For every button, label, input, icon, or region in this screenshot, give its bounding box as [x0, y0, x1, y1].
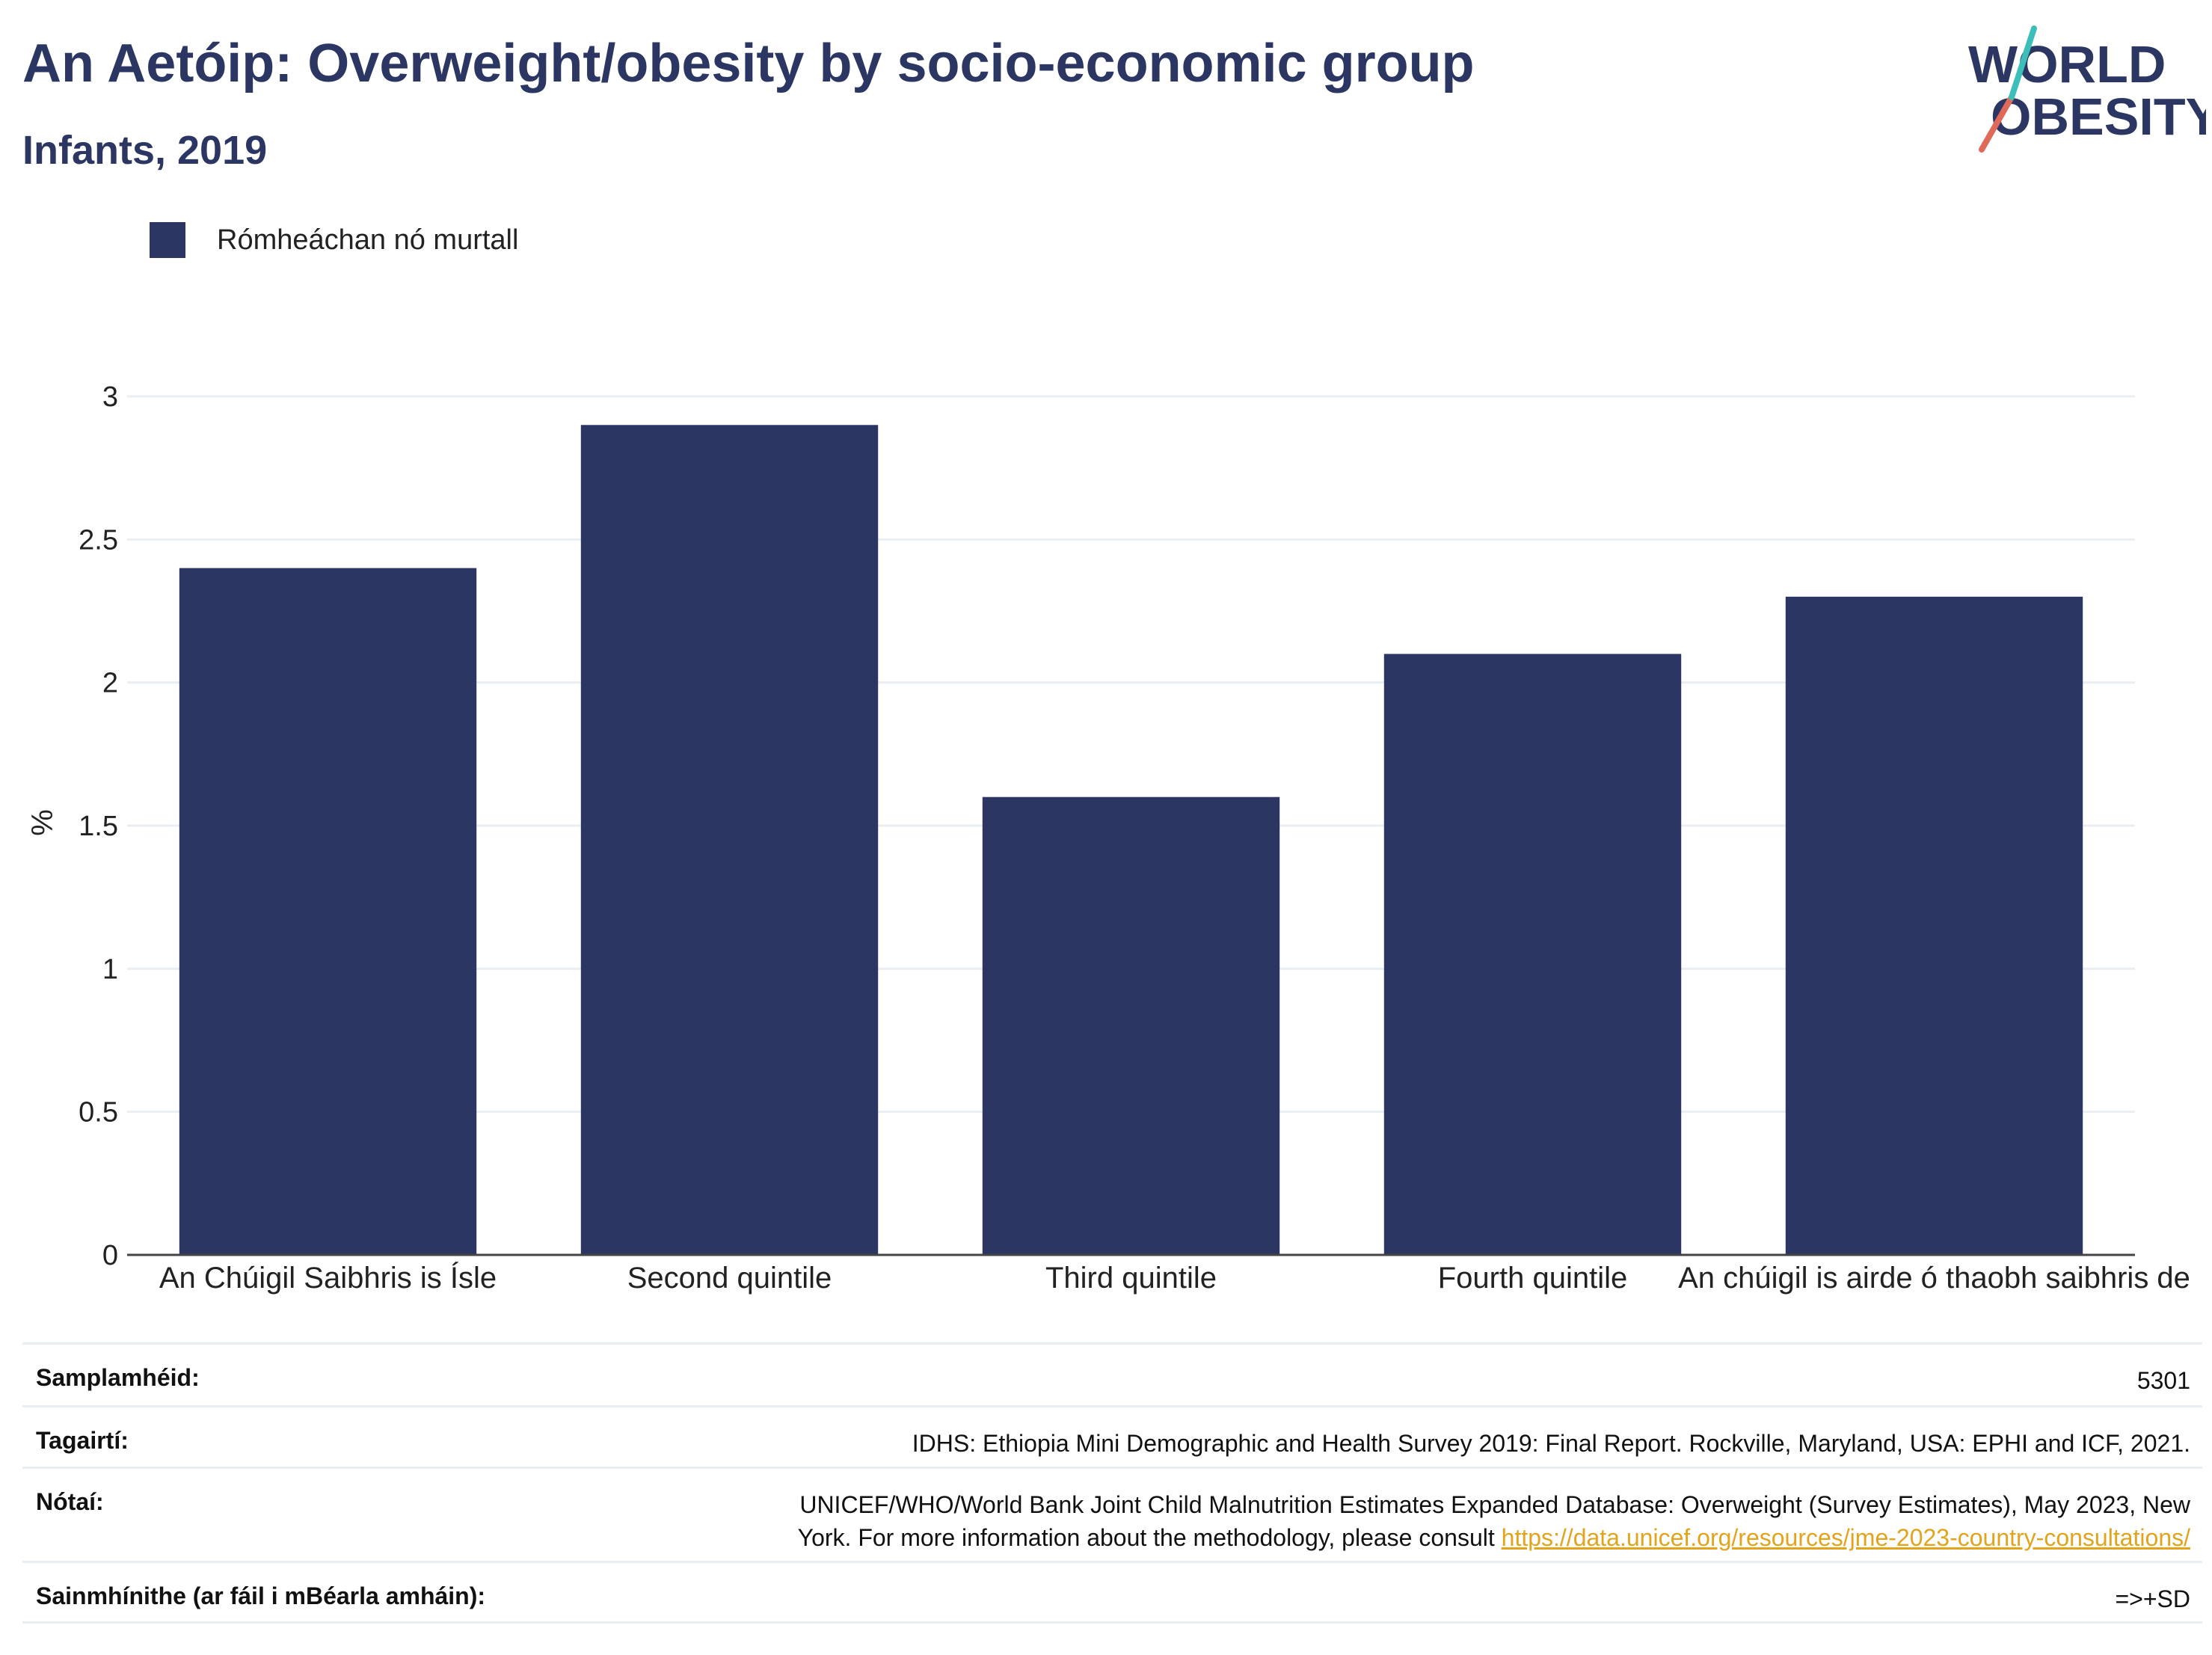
y-tick-label: 3	[102, 381, 118, 413]
x-tick-label: Second quintile	[627, 1262, 832, 1295]
x-tick-label: Fourth quintile	[1438, 1262, 1627, 1295]
notes-label: Nótaí:	[36, 1488, 104, 1515]
notes-value: UNICEF/WHO/World Bank Joint Child Malnut…	[798, 1469, 2202, 1554]
logo-slash-teal	[2009, 25, 2037, 100]
y-tick-label: 1	[102, 954, 118, 985]
meta-row-references: Tagairtí: IDHS: Ethiopia Mini Demographi…	[22, 1405, 2202, 1467]
world-obesity-logo: WORLD OBESITY	[1968, 25, 2206, 153]
y-tick-label: 0	[102, 1240, 118, 1271]
y-tick-label: 2.5	[79, 524, 118, 556]
references-value: IDHS: Ethiopia Mini Demographic and Heal…	[912, 1430, 2190, 1457]
bar-chart: 0 0.5 1 1.5 2 2.5 3% An Chúigil Saibhris is Ísl…	[26, 381, 2190, 1295]
x-tick-label: Third quintile	[1045, 1262, 1217, 1295]
bar	[1383, 654, 1682, 1255]
bar	[179, 568, 477, 1255]
notes-text-line2: York. For more information about the met…	[797, 1524, 1495, 1551]
legend-swatch	[150, 222, 185, 258]
methodology-link[interactable]: https://data.unicef.org/resources/jme-20…	[1501, 1524, 2190, 1551]
legend-label: Rómheáchan nó murtall	[217, 224, 519, 256]
x-tick-label: An chúigil is airde ó thaobh saibhris de	[1678, 1262, 2190, 1295]
definitions-value: =>+SD	[2115, 1585, 2190, 1612]
chart-legend[interactable]: Rómheáchan nó murtall	[150, 222, 518, 258]
bar	[580, 425, 879, 1256]
y-axis-label: %	[26, 809, 59, 836]
bar	[1785, 596, 2083, 1255]
chart-subtitle: Infants, 2019	[22, 128, 268, 173]
logo-word-obesity: OBESITY	[1991, 87, 2206, 146]
meta-row-definitions: Sainmhínithe (ar fáil i mBéarla amháin):…	[22, 1561, 2202, 1624]
y-tick-label: 0.5	[79, 1097, 118, 1129]
logo-slash-red	[1979, 94, 2015, 153]
meta-row-notes: Nótaí: UNICEF/WHO/World Bank Joint Child…	[22, 1467, 2202, 1561]
references-label: Tagairtí:	[36, 1427, 129, 1454]
notes-text-line1: UNICEF/WHO/World Bank Joint Child Malnut…	[799, 1491, 2190, 1518]
x-tick-label: An Chúigil Saibhris is Ísle	[159, 1261, 497, 1295]
logo-word-world: WORLD	[1968, 35, 2166, 93]
y-tick-label: 2	[102, 668, 118, 699]
bar	[982, 796, 1280, 1255]
y-tick-label: 1.5	[79, 811, 118, 842]
sample-size-label: Samplamhéid:	[36, 1364, 200, 1391]
chart-title: An Aetóip: Overweight/obesity by socio-e…	[22, 34, 1475, 93]
meta-row-sample: Samplamhéid: 5301	[22, 1342, 2202, 1405]
sample-size-value: 5301	[2136, 1367, 2190, 1394]
definitions-label: Sainmhínithe (ar fáil i mBéarla amháin):	[36, 1582, 486, 1609]
metadata-table: Samplamhéid: 5301 Tagairtí: IDHS: Ethiop…	[22, 1342, 2202, 1624]
